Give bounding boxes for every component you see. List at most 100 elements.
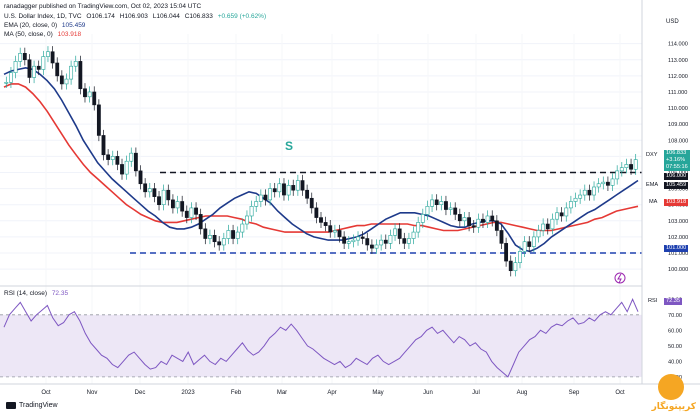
candle — [87, 86, 92, 103]
candle — [388, 229, 393, 249]
rsi-tick-label: 50.00 — [668, 344, 682, 350]
watermark-logo-icon — [658, 374, 684, 400]
candle — [194, 202, 198, 220]
candle-body — [402, 238, 407, 244]
ma-tag[interactable]: 103.918 — [664, 199, 689, 206]
ema-tag[interactable]: 105.459 — [664, 182, 689, 189]
candle-body — [83, 88, 87, 98]
tradingview-footer[interactable]: TradingView — [6, 402, 58, 409]
candle-body — [226, 230, 231, 239]
candle-body — [106, 154, 111, 160]
ma-legend[interactable]: MA (50, close, 0) 103.918 — [4, 30, 84, 39]
candle-body — [208, 234, 212, 239]
alert-icon[interactable] — [614, 272, 626, 284]
candle — [610, 173, 615, 192]
open-value: O106.174 — [86, 13, 115, 20]
level-106-tag[interactable]: 106.000 — [664, 173, 689, 180]
price-tick-label: 102.000 — [668, 235, 688, 241]
candle-body — [555, 212, 559, 220]
time-tick-label: Feb — [231, 390, 242, 396]
candle-body — [397, 228, 402, 239]
price-tick-label: 112.000 — [668, 74, 688, 80]
candle — [152, 182, 157, 203]
candle-body — [212, 234, 217, 243]
candle — [36, 60, 41, 76]
candle-body — [494, 220, 499, 231]
ema-legend[interactable]: EMA (20, close, 0) 105.459 — [4, 21, 88, 30]
candle — [300, 174, 305, 196]
candle-body — [425, 206, 430, 215]
candle — [115, 150, 120, 171]
dxy-price-tag[interactable]: 106.833 +3.16% 07:55:16 — [664, 150, 690, 171]
candle — [568, 195, 573, 214]
candle-body — [351, 239, 356, 243]
dxy-change: +3.16% — [666, 157, 686, 163]
candle — [263, 189, 268, 206]
candle — [203, 223, 208, 245]
candle — [504, 237, 509, 267]
candle-body — [147, 188, 152, 193]
candle-body — [272, 188, 277, 193]
rsi-tag-name: RSI — [648, 298, 658, 304]
close-value: C106.833 — [184, 13, 213, 20]
candle — [106, 149, 111, 166]
candle-body — [245, 215, 249, 225]
candle-body — [541, 223, 546, 231]
candle — [50, 46, 55, 69]
candle — [374, 239, 379, 254]
candle — [332, 224, 337, 238]
candle — [212, 229, 217, 248]
symbol-legend[interactable]: U.S. Dollar Index, 1D, TVC O106.174 H106… — [4, 12, 269, 21]
candle-body — [268, 188, 273, 201]
rsi-label: RSI (14, close) — [4, 290, 47, 297]
candle — [481, 213, 485, 229]
candle-body — [457, 214, 462, 222]
rsi-tick-label: 70.00 — [668, 313, 682, 319]
candle — [434, 194, 439, 211]
price-tick-label: 108.000 — [668, 138, 688, 144]
candle-body — [101, 135, 106, 156]
dxy-countdown: 07:55:16 — [666, 164, 688, 170]
level-101-tag[interactable]: 101.000 — [664, 245, 689, 252]
rsi-legend[interactable]: RSI (14, close) 72.35 — [4, 289, 71, 298]
candle — [32, 60, 36, 84]
change-value: +0.659 (+0.62%) — [217, 13, 267, 20]
ma-50-line — [3, 83, 639, 233]
candle — [272, 182, 277, 198]
candle — [198, 208, 203, 235]
time-axis[interactable]: Oct Nov Dec 2023 Feb Mar Apr May Jun Jul Aug Sep Oct — [41, 390, 625, 396]
price-tick-label: 109.000 — [668, 122, 688, 128]
candle-body — [439, 201, 444, 206]
rsi-tag[interactable]: 72.35 — [664, 298, 682, 305]
high-value: H106.903 — [119, 13, 148, 20]
candle — [9, 67, 13, 88]
candle-body — [453, 207, 458, 215]
candle-body — [129, 152, 134, 162]
candle-body — [69, 65, 74, 80]
publisher-line: ranadagger published on TradingView.com,… — [4, 2, 204, 11]
candle-body — [180, 201, 185, 212]
candle-body — [258, 194, 263, 202]
candle — [258, 189, 263, 208]
candle — [476, 213, 481, 233]
candle — [508, 255, 513, 277]
candle — [249, 200, 254, 222]
candle — [133, 147, 138, 177]
candle — [124, 155, 129, 180]
candle — [157, 191, 161, 211]
candle — [513, 257, 518, 277]
candle — [27, 54, 32, 84]
candle-body — [485, 215, 490, 223]
ma-tag-name: MA — [649, 199, 658, 205]
candle-body — [73, 61, 78, 67]
candle — [92, 86, 97, 111]
candle-body — [221, 238, 226, 246]
candle-body — [96, 104, 101, 136]
candle-body — [471, 225, 476, 228]
candle — [573, 192, 578, 208]
time-tick-label: Aug — [517, 390, 528, 396]
candle — [444, 195, 448, 216]
candle-body — [295, 180, 300, 191]
candle-body — [22, 53, 27, 61]
